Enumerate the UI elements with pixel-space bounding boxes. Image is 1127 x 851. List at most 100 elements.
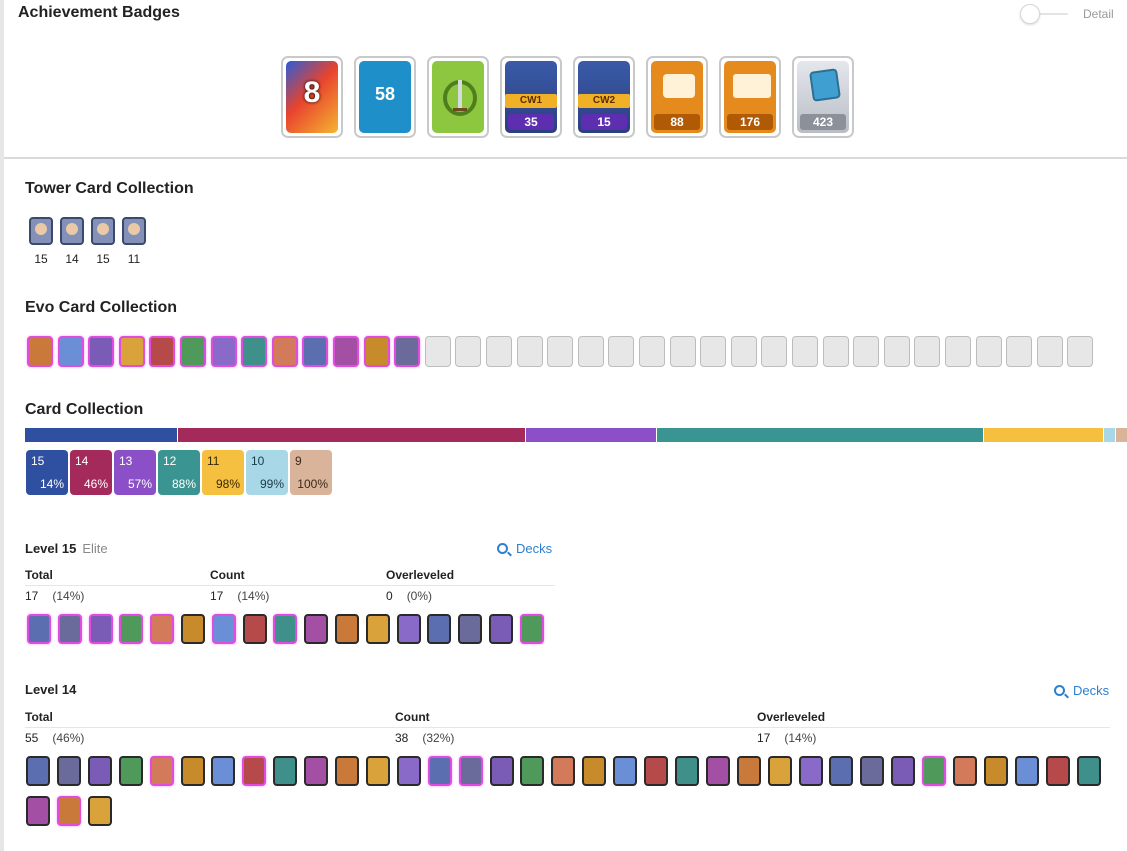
card-icon[interactable] xyxy=(489,614,513,644)
evo-card-icon[interactable] xyxy=(271,336,298,367)
card-icon[interactable] xyxy=(56,756,81,786)
card-icon[interactable] xyxy=(644,756,668,786)
card-icon[interactable] xyxy=(829,756,854,786)
locked-evo-card-icon[interactable] xyxy=(639,336,665,367)
badge-6[interactable]: 176 xyxy=(719,56,781,138)
card-icon[interactable] xyxy=(119,614,144,644)
card-icon[interactable] xyxy=(273,614,298,644)
card-icon[interactable] xyxy=(87,796,112,826)
locked-evo-card-icon[interactable] xyxy=(730,336,757,367)
card-icon[interactable] xyxy=(983,756,1008,786)
card-icon[interactable] xyxy=(674,756,699,786)
card-icon[interactable] xyxy=(273,756,298,786)
card-icon[interactable] xyxy=(798,756,823,786)
evo-card-icon[interactable] xyxy=(57,336,84,367)
card-icon[interactable] xyxy=(396,614,421,644)
evo-card-icon[interactable] xyxy=(180,336,206,367)
level-15-decks-link[interactable]: Decks xyxy=(497,541,552,556)
evo-card-icon[interactable] xyxy=(363,336,390,367)
locked-evo-card-icon[interactable] xyxy=(1006,336,1033,367)
card-icon[interactable] xyxy=(88,614,113,644)
evo-card-icon[interactable] xyxy=(394,336,421,367)
locked-evo-card-icon[interactable] xyxy=(914,336,941,367)
card-icon[interactable] xyxy=(551,756,576,786)
tower-card-icon[interactable] xyxy=(91,217,115,245)
card-icon[interactable] xyxy=(335,756,359,786)
card-icon[interactable] xyxy=(427,614,452,644)
evo-card-icon[interactable] xyxy=(88,336,115,367)
level-box[interactable]: 15 14% xyxy=(26,450,68,495)
card-icon[interactable] xyxy=(27,614,51,644)
tower-card-icon[interactable] xyxy=(122,217,146,245)
card-icon[interactable] xyxy=(736,756,761,786)
locked-evo-card-icon[interactable] xyxy=(792,336,818,367)
locked-evo-card-icon[interactable] xyxy=(883,336,910,367)
card-icon[interactable] xyxy=(1045,756,1070,786)
badge-5[interactable]: 88 xyxy=(646,56,708,138)
card-icon[interactable] xyxy=(458,614,483,644)
card-icon[interactable] xyxy=(211,756,236,786)
locked-evo-card-icon[interactable] xyxy=(547,336,574,367)
card-icon[interactable] xyxy=(613,756,638,786)
card-icon[interactable] xyxy=(149,756,174,786)
locked-evo-card-icon[interactable] xyxy=(822,336,849,367)
card-icon[interactable] xyxy=(1014,756,1039,786)
level-box[interactable]: 13 57% xyxy=(114,450,156,495)
card-icon[interactable] xyxy=(767,756,792,786)
card-icon[interactable] xyxy=(181,614,205,644)
card-icon[interactable] xyxy=(304,614,329,644)
card-icon[interactable] xyxy=(427,756,452,786)
card-icon[interactable] xyxy=(180,756,205,786)
level-box[interactable]: 9 100% xyxy=(290,450,332,495)
level-box[interactable]: 14 46% xyxy=(70,450,112,495)
card-icon[interactable] xyxy=(953,756,977,786)
locked-evo-card-icon[interactable] xyxy=(669,336,696,367)
card-icon[interactable] xyxy=(56,796,81,826)
card-icon[interactable] xyxy=(489,756,514,786)
badge-4[interactable]: CW2 15 xyxy=(573,56,635,138)
card-icon[interactable] xyxy=(582,756,607,786)
evo-card-icon[interactable] xyxy=(302,336,329,367)
card-icon[interactable] xyxy=(26,756,50,786)
tower-card-icon[interactable] xyxy=(29,217,53,245)
badge-0[interactable]: 8 xyxy=(281,56,343,138)
card-icon[interactable] xyxy=(365,614,390,644)
locked-evo-card-icon[interactable] xyxy=(486,336,512,367)
card-icon[interactable] xyxy=(891,756,916,786)
level-box[interactable]: 10 99% xyxy=(246,450,288,495)
card-icon[interactable] xyxy=(150,614,175,644)
locked-evo-card-icon[interactable] xyxy=(455,336,482,367)
locked-evo-card-icon[interactable] xyxy=(577,336,604,367)
card-icon[interactable] xyxy=(458,756,483,786)
tower-card-icon[interactable] xyxy=(60,217,84,245)
evo-card-icon[interactable] xyxy=(241,336,268,367)
badge-1[interactable]: 58 xyxy=(354,56,416,138)
level-box[interactable]: 12 88% xyxy=(158,450,200,495)
badge-2[interactable] xyxy=(427,56,489,138)
locked-evo-card-icon[interactable] xyxy=(700,336,727,367)
card-icon[interactable] xyxy=(57,614,82,644)
evo-card-icon[interactable] xyxy=(118,336,145,367)
locked-evo-card-icon[interactable] xyxy=(608,336,635,367)
card-icon[interactable] xyxy=(26,796,50,826)
toggle-knob[interactable] xyxy=(1020,4,1040,24)
locked-evo-card-icon[interactable] xyxy=(424,336,451,367)
card-icon[interactable] xyxy=(211,614,236,644)
locked-evo-card-icon[interactable] xyxy=(945,336,971,367)
card-icon[interactable] xyxy=(520,756,545,786)
detail-toggle[interactable] xyxy=(1020,4,1070,24)
badge-3[interactable]: CW1 35 xyxy=(500,56,562,138)
evo-card-icon[interactable] xyxy=(27,336,53,367)
card-icon[interactable] xyxy=(242,756,267,786)
card-icon[interactable] xyxy=(396,756,421,786)
card-icon[interactable] xyxy=(118,756,143,786)
locked-evo-card-icon[interactable] xyxy=(1067,336,1094,367)
card-icon[interactable] xyxy=(705,756,730,786)
card-icon[interactable] xyxy=(922,756,947,786)
level-14-decks-link[interactable]: Decks xyxy=(1054,683,1109,698)
card-icon[interactable] xyxy=(860,756,885,786)
card-icon[interactable] xyxy=(365,756,390,786)
locked-evo-card-icon[interactable] xyxy=(516,336,543,367)
locked-evo-card-icon[interactable] xyxy=(853,336,880,367)
card-icon[interactable] xyxy=(335,614,359,644)
